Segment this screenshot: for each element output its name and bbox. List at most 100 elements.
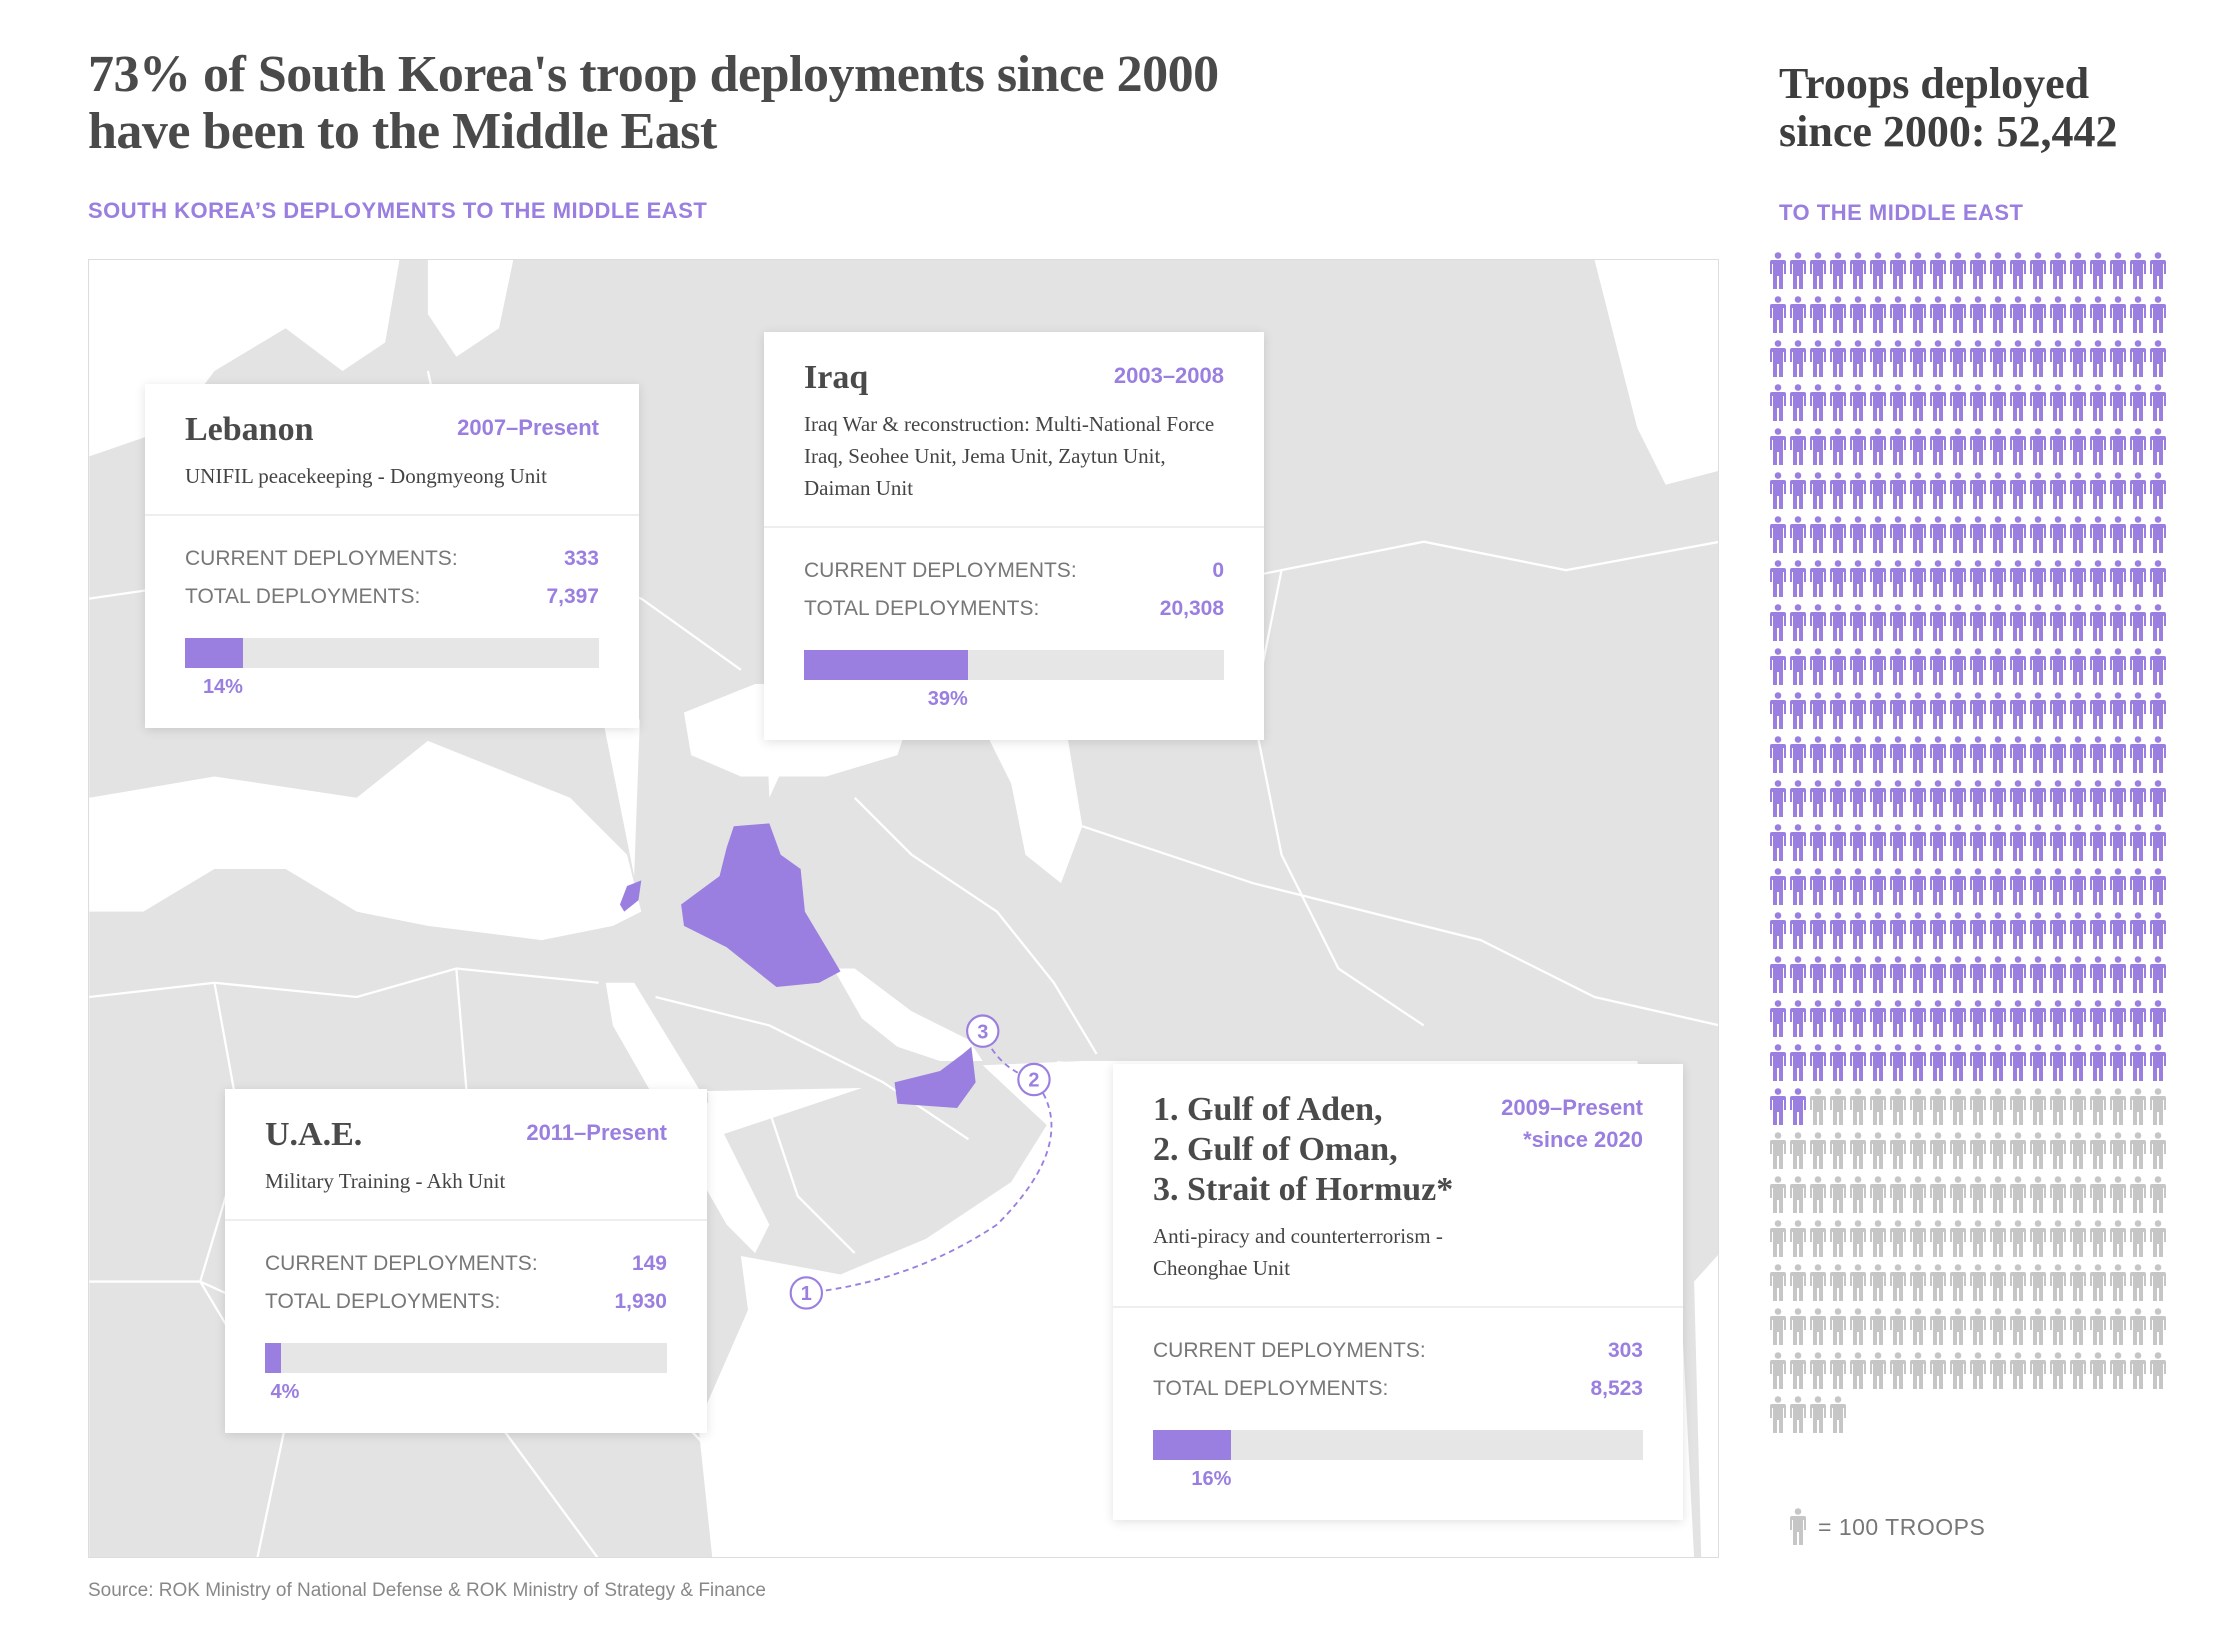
person-icon-middle-east: [2130, 780, 2146, 817]
person-icon-middle-east: [2030, 736, 2046, 773]
person-icon-other: [2030, 1132, 2046, 1169]
person-icon-middle-east: [2130, 824, 2146, 861]
person-icon-middle-east: [1970, 956, 1986, 993]
person-icon-other: [2150, 1088, 2166, 1125]
person-icon-other: [1950, 1220, 1966, 1257]
share-bar-fill: [185, 638, 243, 668]
iraq-shape: [681, 823, 841, 988]
person-icon-middle-east: [1930, 692, 1946, 729]
person-icon-middle-east: [2010, 472, 2026, 509]
person-icon-middle-east: [1890, 824, 1906, 861]
person-icon-middle-east: [1810, 956, 1826, 993]
person-icon-other: [1830, 1132, 1846, 1169]
person-icon-other: [2070, 1308, 2086, 1345]
person-icon-middle-east: [2110, 516, 2126, 553]
person-icon-middle-east: [2090, 472, 2106, 509]
person-icon-other: [1990, 1308, 2006, 1345]
person-icon-middle-east: [1870, 912, 1886, 949]
person-icon-middle-east: [1990, 472, 2006, 509]
person-icon-middle-east: [1790, 604, 1806, 641]
person-icon-middle-east: [1990, 780, 2006, 817]
person-icon-middle-east: [1790, 296, 1806, 333]
person-icon-middle-east: [1950, 428, 1966, 465]
person-icon-other: [1910, 1220, 1926, 1257]
person-icon-middle-east: [1790, 384, 1806, 421]
person-icon-middle-east: [1950, 472, 1966, 509]
person-icon-other: [1950, 1308, 1966, 1345]
person-icon-other: [2050, 1176, 2066, 1213]
person-icon-middle-east: [1970, 604, 1986, 641]
person-icon-middle-east: [2010, 780, 2026, 817]
person-icon-other: [2130, 1264, 2146, 1301]
person-icon-middle-east: [2030, 956, 2046, 993]
marker-1[interactable]: 1: [789, 1276, 824, 1310]
person-icon-middle-east: [2090, 604, 2106, 641]
person-icon-middle-east: [2090, 340, 2106, 377]
person-icon-other: [2010, 1264, 2026, 1301]
person-icon-middle-east: [1990, 1044, 2006, 1081]
person-icon-middle-east: [2070, 648, 2086, 685]
person-icon-middle-east: [1790, 516, 1806, 553]
person-icon-middle-east: [1790, 736, 1806, 773]
person-icon-other: [1890, 1088, 1906, 1125]
marker-3[interactable]: 3: [966, 1014, 1000, 1048]
person-icon-middle-east: [2030, 912, 2046, 949]
person-icon-middle-east: [1890, 384, 1906, 421]
person-icon-middle-east: [1910, 296, 1926, 333]
person-icon-middle-east: [1890, 912, 1906, 949]
person-icon-other: [1790, 1396, 1806, 1433]
person-icon-other: [2010, 1176, 2026, 1213]
person-icon-middle-east: [2050, 560, 2066, 597]
person-icon-middle-east: [1990, 560, 2006, 597]
marker-1-label: 1: [801, 1283, 812, 1305]
person-icon-middle-east: [1990, 736, 2006, 773]
person-icon-middle-east: [1770, 1088, 1786, 1125]
person-icon-middle-east: [2110, 560, 2126, 597]
person-icon-middle-east: [1770, 692, 1786, 729]
marker-2[interactable]: 2: [1017, 1062, 1051, 1097]
person-icon-middle-east: [1870, 1000, 1886, 1037]
person-icon-middle-east: [1910, 868, 1926, 905]
person-icon-middle-east: [1910, 780, 1926, 817]
marker-3-label: 3: [977, 1021, 988, 1043]
person-icon-other: [2130, 1132, 2146, 1169]
person-icon-middle-east: [1850, 912, 1866, 949]
stat-value: 7,397: [546, 585, 599, 608]
baltic-sea: [427, 260, 514, 357]
person-icon-middle-east: [1810, 824, 1826, 861]
person-icon-middle-east: [2130, 560, 2146, 597]
person-icon-middle-east: [1930, 472, 1946, 509]
person-icon-middle-east: [1790, 824, 1806, 861]
person-icon-middle-east: [1850, 252, 1866, 289]
person-icon-other: [1810, 1176, 1826, 1213]
person-icon-other: [1810, 1352, 1826, 1389]
person-icon-other: [1830, 1308, 1846, 1345]
person-icon-middle-east: [1970, 560, 1986, 597]
person-icon-middle-east: [2010, 1000, 2026, 1037]
person-icon-middle-east: [1890, 516, 1906, 553]
person-icon-middle-east: [1790, 912, 1806, 949]
person-icon-middle-east: [1790, 1000, 1806, 1037]
person-icon-other: [2150, 1132, 2166, 1169]
person-icon-middle-east: [1830, 340, 1846, 377]
person-icon-other: [1810, 1088, 1826, 1125]
person-icon-other: [2150, 1220, 2166, 1257]
person-icon-middle-east: [1990, 516, 2006, 553]
person-icon-other: [1770, 1308, 1786, 1345]
person-icon-middle-east: [2070, 912, 2086, 949]
person-icon-middle-east: [1810, 296, 1826, 333]
person-icon-other: [2110, 1308, 2126, 1345]
person-icon-middle-east: [1910, 956, 1926, 993]
person-icon-middle-east: [2110, 1044, 2126, 1081]
person-icon-other: [2130, 1220, 2146, 1257]
person-icon-middle-east: [2010, 560, 2026, 597]
person-icon-other: [1970, 1264, 1986, 1301]
person-icon-middle-east: [2110, 340, 2126, 377]
person-icon-middle-east: [2150, 912, 2166, 949]
person-icon-middle-east: [2010, 516, 2026, 553]
person-icon-middle-east: [1850, 428, 1866, 465]
person-icon-middle-east: [1870, 868, 1886, 905]
person-icon-other: [1790, 1264, 1806, 1301]
person-icon-middle-east: [1890, 956, 1906, 993]
person-icon-middle-east: [1770, 648, 1786, 685]
